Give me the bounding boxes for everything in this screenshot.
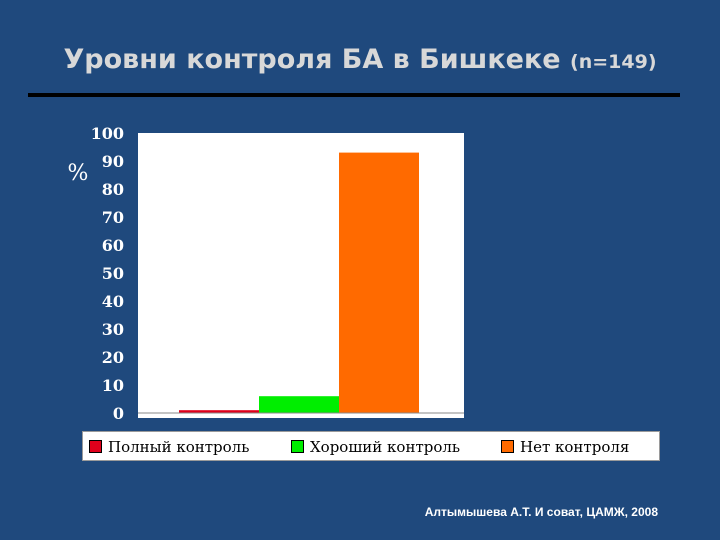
- legend-item-good-control: Хороший контроль: [291, 438, 460, 456]
- legend-item-no-control: Нет контроля: [501, 438, 629, 456]
- y-tick-label: 20: [102, 348, 124, 367]
- y-tick-label: 10: [102, 376, 124, 395]
- legend-swatch-red: [89, 440, 102, 453]
- chart-legend: Полный контроль Хороший контроль Нет кон…: [82, 431, 660, 461]
- slide-title-text: Уровни контроля БА в Бишкеке: [63, 44, 561, 75]
- title-underline: [28, 93, 680, 97]
- legend-item-full-control: Полный контроль: [89, 438, 249, 456]
- y-axis-label: %: [68, 161, 89, 186]
- legend-swatch-green: [291, 440, 304, 453]
- y-tick-label: 90: [102, 152, 124, 171]
- y-tick-label: 50: [102, 264, 124, 283]
- bar-full-control: [179, 410, 259, 413]
- bar-good-control: [259, 396, 339, 413]
- y-tick-label: 60: [102, 236, 124, 255]
- y-tick-label: 100: [91, 124, 124, 143]
- y-tick-label: 0: [113, 404, 124, 423]
- y-axis-tick-labels: 0 10 20 30 40 50 60 70 80 90 100: [91, 124, 124, 423]
- legend-label: Хороший контроль: [310, 438, 461, 456]
- legend-swatch-orange: [501, 440, 514, 453]
- y-tick-label: 30: [102, 320, 124, 339]
- legend-label: Нет контроля: [520, 438, 630, 456]
- bar-no-control: [339, 152, 419, 413]
- y-tick-label: 40: [102, 292, 124, 311]
- y-tick-label: 70: [102, 208, 124, 227]
- source-citation: Алтымышева А.Т. И соват, ЦАМЖ, 2008: [424, 505, 658, 519]
- y-tick-label: 80: [102, 180, 124, 199]
- bars: [179, 152, 419, 413]
- slide-title-sample-size: (n=149): [570, 51, 657, 73]
- legend-label: Полный контроль: [108, 438, 250, 456]
- slide-title: Уровни контроля БА в Бишкеке (n=149): [0, 44, 720, 75]
